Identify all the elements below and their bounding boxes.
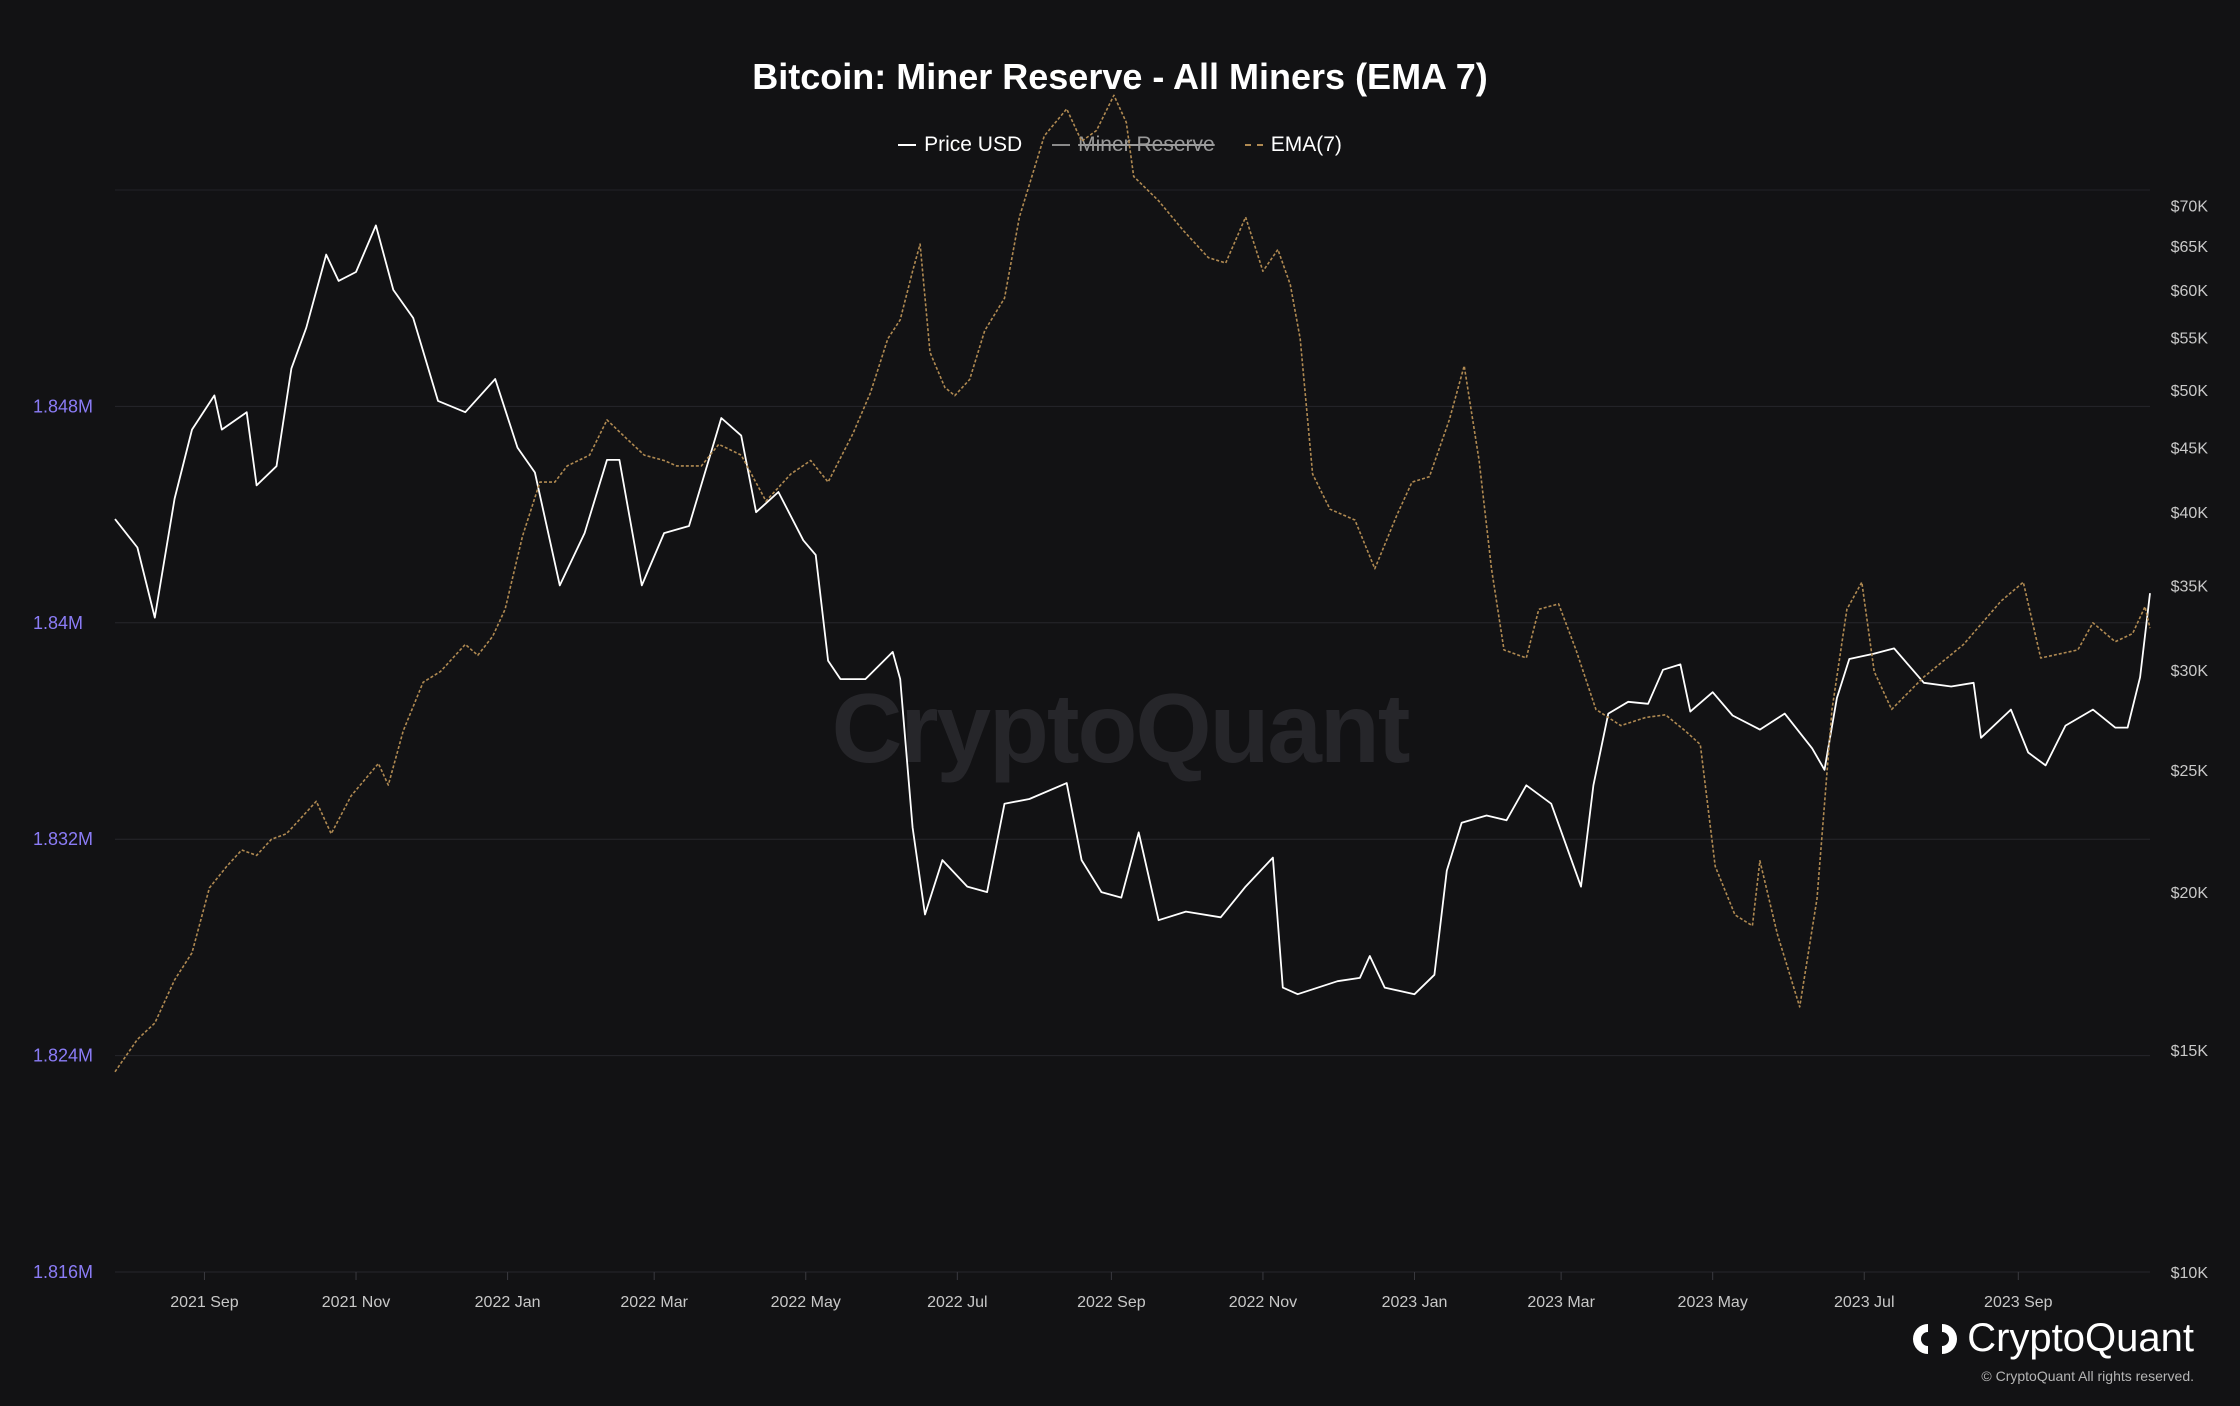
y-right-tick-label: $10K [2171,1265,2209,1282]
y-right-tick-label: $45K [2171,441,2209,458]
copyright-text: © CryptoQuant All rights reserved. [1981,1368,2194,1384]
legend: Price USD Miner Reserve EMA(7) [0,133,2240,157]
ema7-line [114,94,2151,1073]
y-right-tick-label: $70K [2171,198,2209,215]
x-tick-label: 2022 Sep [1077,1294,1146,1311]
x-tick-label: 2022 May [771,1294,841,1311]
x-tick-label: 2022 Jul [927,1294,988,1311]
y-right-tick-label: $25K [2171,763,2209,780]
legend-item-ema[interactable]: EMA(7) [1244,133,1342,157]
y-right-tick-label: $35K [2171,578,2209,595]
watermark: CryptoQuant [831,673,1411,783]
x-tick-label: 2021 Sep [170,1294,239,1311]
y-left-tick-label: 1.84M [33,613,83,633]
legend-label-ema: EMA(7) [1270,133,1342,156]
x-tick-label: 2022 Mar [620,1294,688,1311]
chart-title: Bitcoin: Miner Reserve - All Miners (EMA… [752,56,1488,97]
y-right-tick-label: $40K [2171,505,2209,522]
y-right-tick-label: $50K [2171,383,2209,400]
x-tick-label: 2022 Jan [475,1294,541,1311]
y-right-tick-label: $55K [2171,331,2209,348]
x-tick-label: 2023 Jan [1382,1294,1448,1311]
legend-label-miner-reserve: Miner Reserve [1078,133,1215,156]
y-right-tick-label: $60K [2171,283,2209,300]
legend-swatch-price [898,144,917,146]
brand-name: CryptoQuant [1967,1316,2194,1360]
y-left-tick-label: 1.816M [33,1262,93,1282]
y-right-tick-label: $15K [2171,1043,2209,1060]
price-usd-line [114,224,2151,996]
x-tick-label: 2023 Mar [1527,1294,1595,1311]
y-left-tick-label: 1.824M [33,1046,93,1066]
legend-swatch-miner-reserve [1052,144,1071,146]
series-layer [114,94,2151,1073]
y-left-tick-label: 1.848M [33,396,93,416]
brand-logo: CryptoQuant [1911,1316,2194,1361]
legend-item-miner-reserve[interactable]: Miner Reserve [1052,133,1215,157]
y-right-tick-label: $20K [2171,885,2209,902]
x-tick-label: 2023 Jul [1834,1294,1895,1311]
grid-layer [115,189,2150,1273]
y-left-tick-label: 1.832M [33,829,93,849]
legend-label-price: Price USD [924,133,1023,156]
x-tick-label: 2023 Sep [1984,1294,2053,1311]
axis-layer: 1.816M 1.824M 1.832M 1.84M 1.848M $10K $15K $20… [33,198,2208,1311]
x-tick-label: 2021 Nov [322,1294,391,1311]
legend-item-price[interactable]: Price USD [898,133,1022,157]
y-right-tick-label: $30K [2171,663,2209,680]
y-right-tick-label: $65K [2171,239,2209,256]
x-tick-label: 2023 May [1678,1294,1748,1311]
x-tick-label: 2022 Nov [1229,1294,1298,1311]
cryptoquant-logo-icon [1913,1323,1958,1354]
legend-swatch-ema [1244,144,1263,146]
